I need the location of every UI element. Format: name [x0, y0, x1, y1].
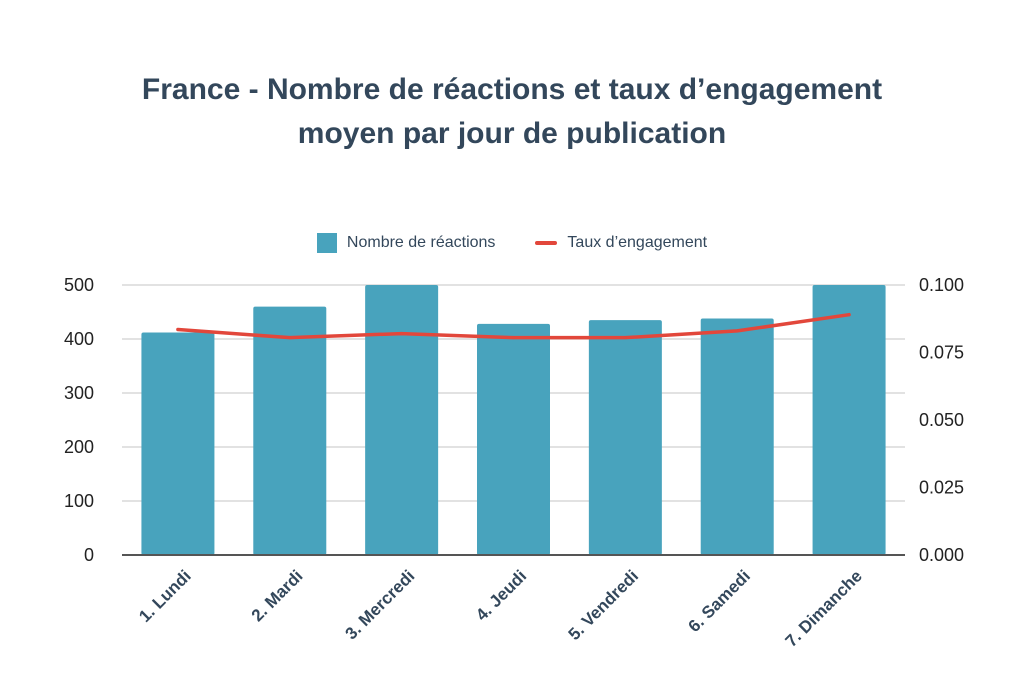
y-right-tick-label: 0.025 — [919, 478, 964, 498]
y-right-tick-label: 0.075 — [919, 343, 964, 363]
legend-bar-swatch — [316, 233, 337, 253]
x-category-label: 4. Jeudi — [472, 566, 530, 624]
engagement-point — [512, 336, 515, 340]
chart-title-line-1: France - Nombre de réactions et taux d’e… — [141, 73, 883, 106]
engagement-point — [735, 329, 739, 333]
chart-legend: Nombre de réactions Taux d’engagement — [0, 226, 1024, 260]
y-right-tick-label: 0.100 — [919, 275, 964, 295]
legend-label-reactions: Nombre de réactions — [346, 234, 496, 251]
engagement-point — [847, 313, 851, 317]
x-category-label: 5. Vendredi — [565, 566, 643, 644]
bar — [700, 318, 774, 555]
legend-label-engagement: Taux d’engagement — [567, 234, 708, 251]
y-left-tick-label: 500 — [64, 275, 94, 295]
chart-title: France - Nombre de réactions et taux d’e… — [0, 68, 1024, 156]
legend-line-swatch — [535, 241, 558, 245]
y-left-tick-label: 400 — [64, 329, 94, 349]
y-left-tick-label: 0 — [84, 545, 94, 565]
y-right-tick-label: 0.000 — [919, 545, 964, 565]
engagement-point — [288, 336, 292, 340]
x-category-label: 2. Mardi — [248, 566, 307, 625]
y-left-tick-label: 200 — [64, 437, 94, 457]
x-category-label: 7. Dimanche — [782, 566, 866, 650]
bar — [141, 332, 215, 555]
chart-title-line-2: moyen par jour de publication — [297, 117, 727, 150]
bar — [588, 320, 662, 555]
x-category-label: 3. Mercredi — [342, 566, 419, 643]
legend-item-reactions: Nombre de réactions — [316, 233, 496, 253]
bar — [253, 306, 327, 555]
engagement-point — [400, 332, 404, 336]
bar — [812, 285, 886, 555]
engagement-point — [176, 328, 180, 332]
y-right-tick-label: 0.050 — [919, 410, 964, 430]
x-category-label: 6. Samedi — [684, 566, 754, 636]
x-category-label: 1. Lundi — [135, 566, 195, 626]
y-left-tick-label: 300 — [64, 383, 94, 403]
engagement-point — [623, 336, 627, 340]
legend-item-engagement: Taux d’engagement — [535, 234, 707, 252]
bar — [365, 285, 439, 555]
y-left-tick-label: 100 — [64, 491, 94, 511]
bar — [477, 323, 550, 555]
